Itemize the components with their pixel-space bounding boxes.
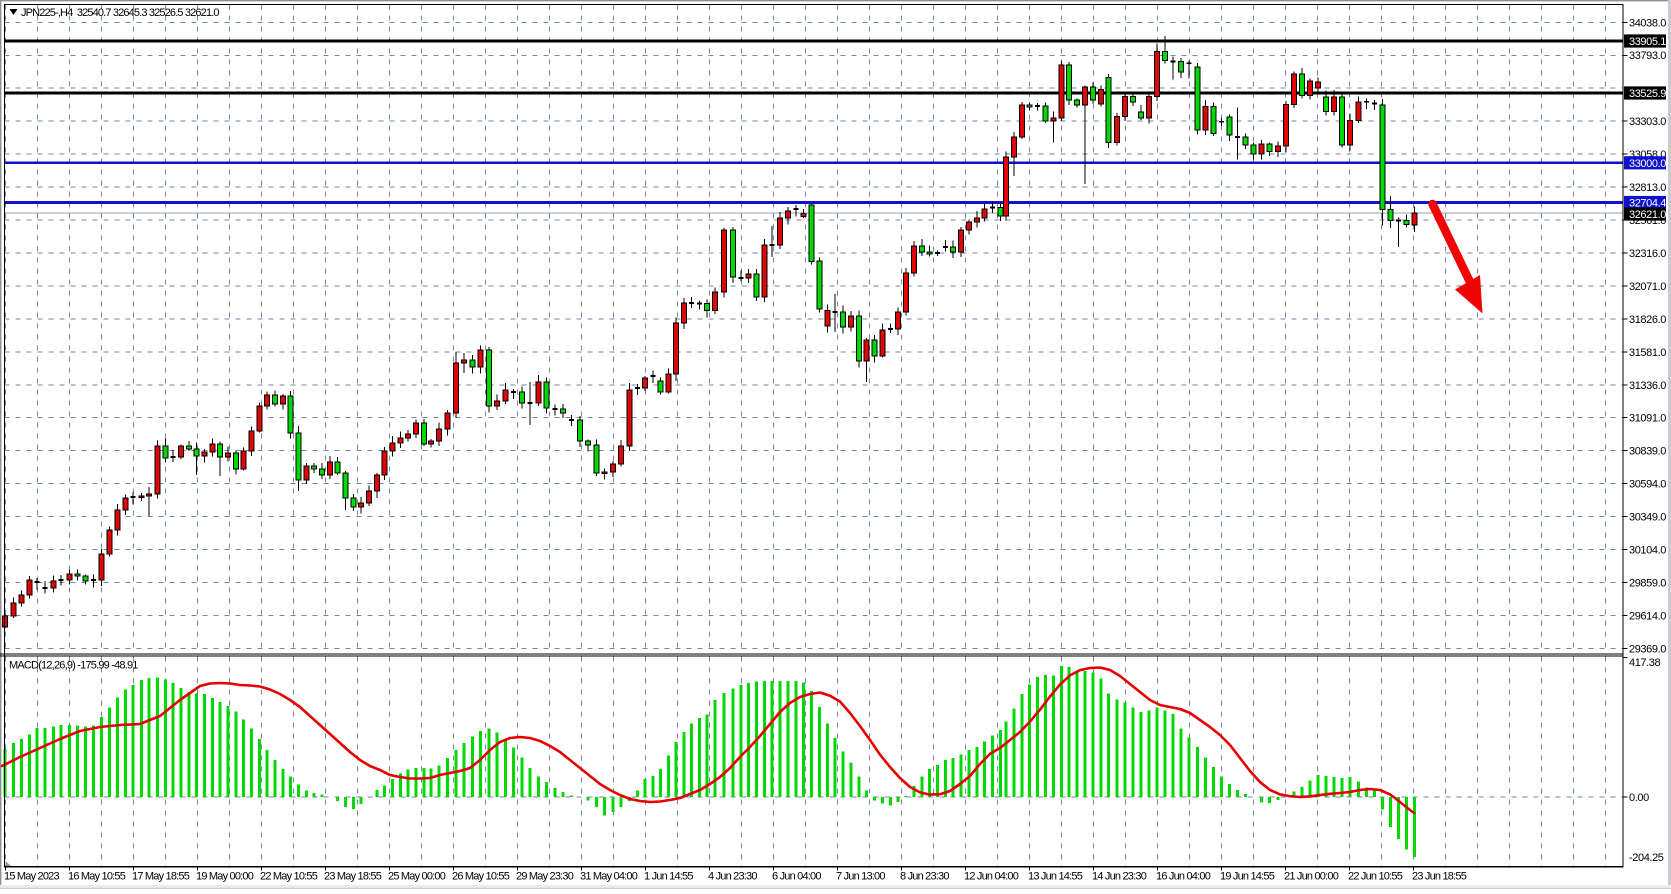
svg-text:30839.0: 30839.0 — [1629, 446, 1666, 458]
svg-text:32316.0: 32316.0 — [1629, 248, 1666, 260]
svg-text:32704.4: 32704.4 — [1629, 198, 1666, 210]
svg-text:30594.0: 30594.0 — [1629, 479, 1666, 491]
svg-text:23 May 18:55: 23 May 18:55 — [324, 871, 382, 883]
svg-text:31826.0: 31826.0 — [1629, 314, 1666, 326]
svg-text:33303.0: 33303.0 — [1629, 116, 1666, 128]
svg-text:14 Jun 23:30: 14 Jun 23:30 — [1092, 871, 1147, 883]
svg-text:21 Jun 00:00: 21 Jun 00:00 — [1284, 871, 1339, 883]
svg-text:7 Jun 13:00: 7 Jun 13:00 — [836, 871, 885, 883]
svg-text:29859.0: 29859.0 — [1629, 578, 1666, 590]
svg-text:34038.0: 34038.0 — [1629, 17, 1666, 29]
svg-text:30104.0: 30104.0 — [1629, 545, 1666, 557]
svg-text:8 Jun 23:30: 8 Jun 23:30 — [900, 871, 949, 883]
svg-text:12 Jun 04:00: 12 Jun 04:00 — [964, 871, 1019, 883]
svg-text:32813.0: 32813.0 — [1629, 182, 1666, 194]
svg-text:29369.0: 29369.0 — [1629, 643, 1666, 655]
svg-text:417.38: 417.38 — [1629, 657, 1661, 669]
svg-text:29 May 23:30: 29 May 23:30 — [516, 871, 574, 883]
svg-text:22 May 10:55: 22 May 10:55 — [260, 871, 318, 883]
svg-text:22 Jun 10:55: 22 Jun 10:55 — [1348, 871, 1403, 883]
svg-text:31581.0: 31581.0 — [1629, 347, 1666, 359]
svg-text:31 May 04:00: 31 May 04:00 — [580, 871, 638, 883]
svg-text:32621.0: 32621.0 — [1629, 209, 1666, 221]
svg-text:26 May 10:55: 26 May 10:55 — [452, 871, 510, 883]
svg-text:-204.25: -204.25 — [1629, 852, 1664, 864]
svg-text:MACD(12,26,9) -175.99 -48.91: MACD(12,26,9) -175.99 -48.91 — [9, 660, 138, 672]
svg-text:33793.0: 33793.0 — [1629, 50, 1666, 62]
svg-text:33525.9: 33525.9 — [1629, 88, 1666, 100]
svg-text:31336.0: 31336.0 — [1629, 380, 1666, 392]
svg-text:16 Jun 04:00: 16 Jun 04:00 — [1156, 871, 1211, 883]
svg-text:23 Jun 18:55: 23 Jun 18:55 — [1412, 871, 1467, 883]
svg-text:33000.0: 33000.0 — [1629, 158, 1666, 170]
svg-text:30349.0: 30349.0 — [1629, 512, 1666, 524]
svg-text:4 Jun 23:30: 4 Jun 23:30 — [708, 871, 757, 883]
svg-text:JPN225-,H4 32540.7 32645.3 32: JPN225-,H4 32540.7 32645.3 32526.5 32621… — [21, 7, 219, 19]
svg-text:17 May 18:55: 17 May 18:55 — [132, 871, 190, 883]
svg-text:15 May 2023: 15 May 2023 — [4, 871, 59, 883]
svg-text:31091.0: 31091.0 — [1629, 413, 1666, 425]
svg-text:19 May 00:00: 19 May 00:00 — [196, 871, 254, 883]
svg-text:13 Jun 14:55: 13 Jun 14:55 — [1028, 871, 1083, 883]
svg-text:6 Jun 04:00: 6 Jun 04:00 — [772, 871, 821, 883]
svg-text:0.00: 0.00 — [1629, 792, 1649, 804]
svg-text:33905.1: 33905.1 — [1629, 36, 1666, 48]
svg-text:1 Jun 14:55: 1 Jun 14:55 — [644, 871, 693, 883]
svg-text:25 May 00:00: 25 May 00:00 — [388, 871, 446, 883]
svg-text:32071.0: 32071.0 — [1629, 281, 1666, 293]
svg-text:19 Jun 14:55: 19 Jun 14:55 — [1220, 871, 1275, 883]
svg-text:16 May 10:55: 16 May 10:55 — [68, 871, 126, 883]
svg-text:29614.0: 29614.0 — [1629, 610, 1666, 622]
